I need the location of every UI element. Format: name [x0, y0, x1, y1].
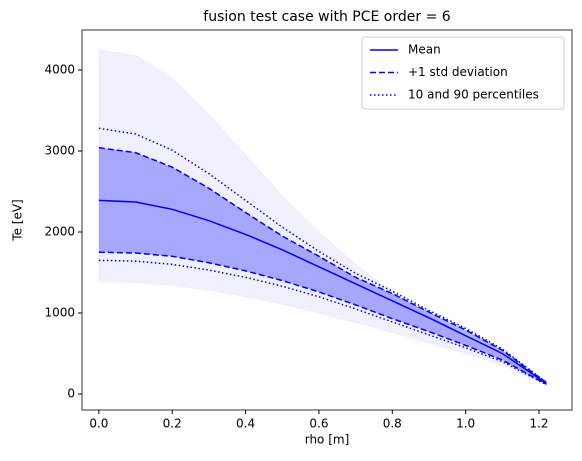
std-band	[98, 147, 547, 385]
x-axis-label: rho [m]	[305, 433, 350, 447]
x-tick-label: 0.6	[309, 417, 328, 431]
plot-frame	[81, 29, 573, 411]
legend-label: 10 and 90 percentiles	[408, 88, 539, 102]
chart-title: fusion test case with PCE order = 6	[203, 9, 450, 25]
y-axis-label: Te [eV]	[11, 199, 25, 241]
x-tick-label: 0.8	[383, 417, 402, 431]
x-tick-label: 1.0	[456, 417, 475, 431]
x-tick-label: 1.2	[529, 417, 548, 431]
y-tick-label: 2000	[44, 224, 75, 238]
series-line	[98, 127, 547, 383]
outer-band	[98, 49, 547, 386]
y-tick-label: 4000	[44, 63, 75, 77]
x-tick-label: 0.4	[236, 417, 255, 431]
legend-label: Mean	[408, 43, 441, 57]
y-tick-label: 3000	[44, 143, 75, 157]
y-tick-label: 1000	[44, 305, 75, 319]
x-tick-label: 0.0	[89, 417, 108, 431]
series-line	[98, 147, 547, 384]
x-tick-label: 0.2	[163, 417, 182, 431]
series-line	[98, 199, 547, 385]
series-line	[98, 251, 547, 385]
legend-label: +1 std deviation	[408, 65, 508, 79]
legend-box	[361, 36, 565, 110]
y-tick-label: 0	[67, 386, 75, 400]
